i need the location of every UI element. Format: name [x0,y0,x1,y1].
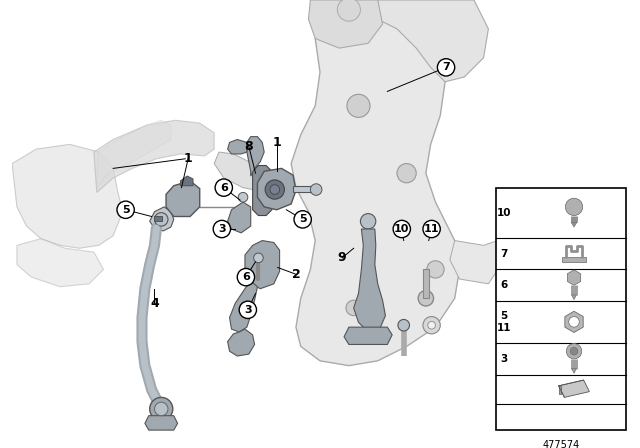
Polygon shape [228,139,247,154]
Polygon shape [228,202,251,233]
Polygon shape [344,327,392,345]
Circle shape [565,198,582,215]
Text: 2: 2 [292,268,300,281]
Circle shape [117,201,134,219]
Text: 3: 3 [218,224,226,234]
Polygon shape [308,0,383,48]
Polygon shape [166,181,200,216]
Circle shape [393,220,410,238]
Polygon shape [245,241,280,289]
Circle shape [397,164,416,183]
Bar [563,258,586,262]
Text: 1: 1 [184,152,193,165]
Circle shape [215,179,232,196]
Bar [423,269,429,298]
Polygon shape [214,152,296,202]
Text: 5
11: 5 11 [497,311,511,333]
Text: 7: 7 [500,249,508,258]
Circle shape [566,344,582,359]
Polygon shape [257,168,296,210]
Circle shape [570,347,578,355]
Circle shape [337,0,360,21]
Polygon shape [253,165,272,215]
Circle shape [239,301,257,319]
Polygon shape [247,137,264,176]
Polygon shape [291,0,460,366]
Circle shape [213,220,230,238]
Circle shape [270,185,280,194]
Text: 6: 6 [220,183,228,193]
Circle shape [423,220,440,238]
Polygon shape [572,295,577,300]
Circle shape [253,253,263,263]
Text: 7: 7 [442,62,450,73]
Polygon shape [12,144,123,248]
Circle shape [423,317,440,334]
Text: 1: 1 [273,136,281,149]
Polygon shape [180,176,193,186]
Circle shape [238,193,248,202]
Text: 11: 11 [424,224,440,234]
Circle shape [418,291,433,306]
Polygon shape [17,239,104,287]
Circle shape [398,319,410,331]
Polygon shape [330,0,488,82]
Circle shape [428,321,435,329]
Circle shape [150,397,173,421]
Polygon shape [230,281,257,332]
Circle shape [427,261,444,278]
Circle shape [265,180,284,199]
Polygon shape [354,229,385,332]
Text: 3: 3 [244,305,252,315]
Text: 6: 6 [500,280,508,290]
Polygon shape [559,386,561,393]
Polygon shape [97,120,171,188]
Bar [496,188,626,430]
Circle shape [569,317,579,327]
Text: 5: 5 [299,215,307,224]
Text: 3: 3 [500,354,508,364]
Polygon shape [94,120,214,193]
Bar [293,186,314,193]
Text: 477574: 477574 [543,440,580,448]
Circle shape [237,268,255,286]
Polygon shape [450,241,498,284]
Text: 5: 5 [122,205,129,215]
Text: 10: 10 [497,208,511,218]
Bar [154,216,162,221]
Polygon shape [567,270,580,285]
Circle shape [360,214,376,229]
Polygon shape [145,416,177,430]
Text: 6: 6 [242,272,250,282]
Text: 9: 9 [338,251,346,264]
Polygon shape [228,329,255,356]
Text: 8: 8 [244,140,253,153]
Circle shape [294,211,311,228]
Circle shape [154,402,168,416]
Text: 10: 10 [394,224,410,234]
Circle shape [437,59,454,76]
Polygon shape [559,380,589,397]
Polygon shape [150,207,173,231]
Circle shape [154,213,168,226]
Polygon shape [571,222,577,227]
Circle shape [346,300,362,315]
Polygon shape [572,369,577,373]
Text: 4: 4 [150,297,159,310]
Circle shape [310,184,322,195]
Polygon shape [565,311,583,332]
Circle shape [347,94,370,117]
